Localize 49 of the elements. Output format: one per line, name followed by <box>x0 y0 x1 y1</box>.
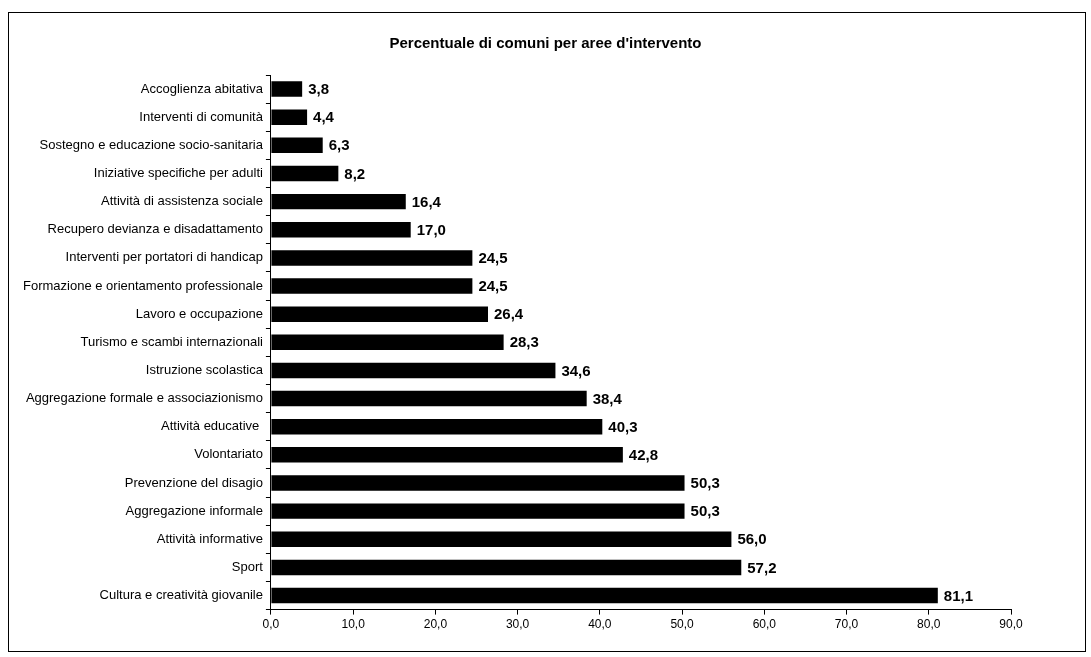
data-label: 6,3 <box>328 136 350 154</box>
y-tick-label: Aggregazione formale e associazionismo <box>25 390 263 406</box>
y-tick-label: Attività informative <box>156 530 263 546</box>
data-label: 8,2 <box>344 164 366 182</box>
data-label: 24,5 <box>478 277 508 295</box>
x-tick-label: 60,0 <box>752 617 777 632</box>
chart-title: Percentuale di comuni per aree d'intervento <box>388 34 703 51</box>
data-label: 34,6 <box>561 361 591 379</box>
data-label: 50,3 <box>690 474 720 492</box>
x-tick-label: 90,0 <box>999 617 1023 632</box>
data-label: 16,4 <box>411 192 442 210</box>
x-tick-label: 30,0 <box>505 617 530 632</box>
x-tick-label: 50,0 <box>670 617 695 632</box>
y-tick-label: Lavoro e occupazione <box>135 305 263 321</box>
data-label: 81,1 <box>943 586 974 604</box>
y-tick-label: Istruzione scolastica <box>145 362 264 378</box>
y-tick-label: Aggregazione informale <box>125 502 263 518</box>
y-tick-label: Interventi di comunità <box>139 108 264 124</box>
y-tick-label: Turismo e scambi internazionali <box>80 333 264 349</box>
y-tick-label: Attività educative <box>161 418 263 434</box>
x-tick-label: 40,0 <box>588 617 612 632</box>
x-tick-label: 0,0 <box>262 617 280 632</box>
data-label: 24,5 <box>478 249 508 267</box>
data-label: 26,4 <box>494 305 524 323</box>
y-tick-label: Recupero devianza e disadattamento <box>47 221 263 237</box>
data-label: 50,3 <box>690 502 720 520</box>
y-tick-label: Prevenzione del disagio <box>124 474 263 490</box>
y-tick-label: Iniziative specifiche per adulti <box>93 165 264 181</box>
y-tick-label: Sport <box>231 558 264 574</box>
y-tick-label: Interventi per portatori di handicap <box>65 249 263 265</box>
data-label: 56,0 <box>737 530 767 548</box>
data-label: 4,4 <box>313 108 335 126</box>
data-label: 38,4 <box>592 389 623 407</box>
data-label: 3,8 <box>308 80 330 98</box>
y-tick-label: Sostegno e educazione socio-sanitaria <box>39 136 264 152</box>
x-tick-label: 80,0 <box>917 617 941 632</box>
x-tick-label: 20,0 <box>423 617 448 632</box>
y-tick-label: Accoglienza abitativa <box>140 80 264 96</box>
y-tick-label: Volontariato <box>194 446 263 462</box>
data-label: 28,3 <box>509 333 539 351</box>
y-tick-label: Cultura e creatività giovanile <box>99 587 263 603</box>
data-label: 40,3 <box>608 417 638 435</box>
x-tick-label: 10,0 <box>341 617 366 632</box>
data-label: 57,2 <box>747 558 777 576</box>
x-tick-label: 70,0 <box>834 617 859 632</box>
y-tick-label: Attività di assistenza sociale <box>101 193 263 209</box>
data-label: 42,8 <box>628 445 659 463</box>
y-tick-label: Formazione e orientamento professionale <box>22 277 263 293</box>
data-label: 17,0 <box>416 220 446 238</box>
